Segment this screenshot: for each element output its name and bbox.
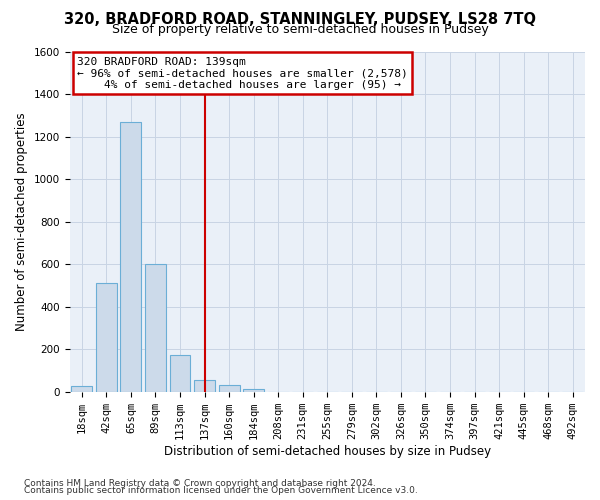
Bar	[243, 388, 264, 392]
Bar	[71, 386, 92, 392]
Bar	[121, 122, 142, 392]
Bar	[145, 264, 166, 392]
Bar	[218, 386, 239, 392]
Text: 320 BRADFORD ROAD: 139sqm
← 96% of semi-detached houses are smaller (2,578)
    : 320 BRADFORD ROAD: 139sqm ← 96% of semi-…	[77, 56, 408, 90]
Bar	[96, 284, 117, 392]
Bar	[194, 380, 215, 392]
Text: Contains public sector information licensed under the Open Government Licence v3: Contains public sector information licen…	[24, 486, 418, 495]
Y-axis label: Number of semi-detached properties: Number of semi-detached properties	[15, 112, 28, 331]
Text: Size of property relative to semi-detached houses in Pudsey: Size of property relative to semi-detach…	[112, 22, 488, 36]
X-axis label: Distribution of semi-detached houses by size in Pudsey: Distribution of semi-detached houses by …	[164, 444, 491, 458]
Text: Contains HM Land Registry data © Crown copyright and database right 2024.: Contains HM Land Registry data © Crown c…	[24, 478, 376, 488]
Bar	[170, 354, 190, 392]
Text: 320, BRADFORD ROAD, STANNINGLEY, PUDSEY, LS28 7TQ: 320, BRADFORD ROAD, STANNINGLEY, PUDSEY,…	[64, 12, 536, 28]
